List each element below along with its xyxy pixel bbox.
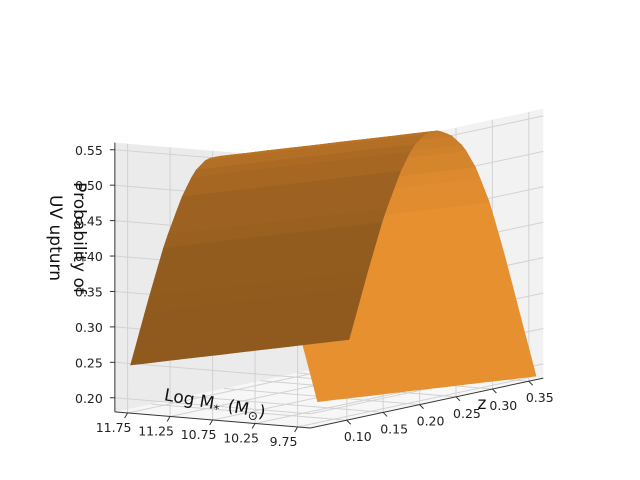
x-axis-label-unit-close: )	[257, 402, 267, 423]
y-tick-label: 0.25	[453, 406, 481, 421]
probability-surface	[130, 130, 537, 403]
z-tick-label: 0.45	[75, 214, 103, 229]
y-tick-mark	[528, 380, 534, 386]
tick-labels: 11.75 11.25 10.75 10.25 9.75 0.10 0.15 0.20 0.25…	[75, 143, 554, 449]
y-tick-mark	[491, 388, 497, 394]
x-tick-label: 11.25	[138, 423, 174, 438]
y-tick-mark	[382, 412, 388, 417]
y-tick-mark	[419, 404, 424, 409]
z-tick-label: 0.35	[75, 284, 103, 299]
surface-patch	[336, 321, 355, 342]
x-tick-mark	[209, 419, 214, 426]
y-tick-label: 0.20	[417, 414, 445, 429]
z-tick-label: 0.25	[75, 355, 103, 370]
z-axis-label-line1: Probability of	[69, 182, 89, 295]
x-tick-label: 9.75	[270, 434, 298, 449]
z-tick-label: 0.30	[75, 320, 103, 335]
y-tick-label: 0.35	[526, 390, 554, 405]
y-tick-label: 0.30	[489, 398, 517, 413]
x-axis-label-sub: *	[212, 402, 220, 417]
y-tick-mark	[346, 419, 352, 425]
z-tick-label: 0.55	[75, 143, 103, 158]
x-tick-mark	[294, 426, 299, 433]
y-tick-label: 0.10	[344, 429, 372, 444]
x-tick-label: 10.25	[223, 430, 259, 445]
y-axis-label: z	[478, 394, 487, 414]
z-axis-label-line2: UV upturn	[45, 195, 65, 281]
y-axis-line	[310, 377, 544, 429]
z-tick-label: 0.20	[75, 391, 103, 406]
y-tick-mark	[455, 396, 461, 402]
z-tick-label: 0.40	[75, 249, 103, 264]
x-tick-label: 10.75	[181, 427, 217, 442]
x-tick-mark	[124, 412, 129, 419]
y-tick-label: 0.15	[380, 421, 408, 436]
x-tick-label: 11.75	[96, 420, 132, 435]
z-tick-label: 0.50	[75, 178, 103, 193]
x-tick-mark	[166, 416, 171, 422]
x-axis-label-unit: (M	[226, 397, 250, 420]
x-axis-label-unit-sub: ⊙	[247, 408, 259, 424]
x-tick-mark	[251, 423, 256, 429]
